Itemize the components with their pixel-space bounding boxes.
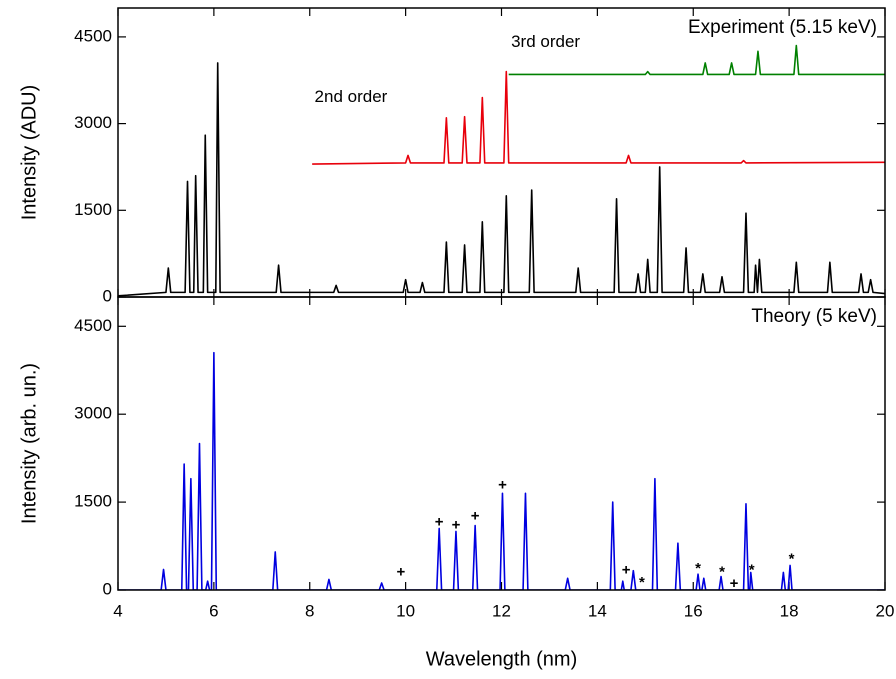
annotation: *	[695, 560, 701, 577]
annotation: +	[396, 563, 405, 580]
x-tick-label: 20	[876, 601, 895, 620]
y-axis-label: Intensity (ADU)	[18, 85, 40, 221]
x-tick-label: 10	[396, 601, 415, 620]
x-tick-label: 6	[209, 601, 218, 620]
panel-title: Theory (5 keV)	[751, 306, 877, 327]
spectrum-line	[118, 351, 885, 590]
annotation: +	[622, 562, 631, 579]
annotation: +	[471, 508, 480, 525]
x-tick-label: 4	[113, 601, 122, 620]
panel-frame	[117, 7, 886, 298]
annotation: +	[730, 575, 739, 592]
x-tick-label: 16	[684, 601, 703, 620]
annotation: 3rd order	[511, 32, 580, 51]
annotation: +	[498, 477, 507, 494]
annotation: *	[749, 562, 755, 579]
spectrum-line	[118, 62, 885, 297]
y-tick-label: 1500	[74, 492, 112, 511]
spectrum-line	[312, 70, 885, 165]
annotation: 2nd order	[315, 87, 388, 106]
spectrum-line	[508, 44, 885, 76]
y-tick-label: 3000	[74, 113, 112, 132]
y-axis-label: Intensity (arb. un.)	[18, 363, 40, 524]
annotation: *	[639, 574, 645, 591]
y-tick-label: 0	[103, 579, 112, 598]
annotation: +	[435, 514, 444, 531]
panel-title: Experiment (5.15 keV)	[688, 17, 877, 38]
y-tick-label: 1500	[74, 200, 112, 219]
x-tick-label: 18	[780, 601, 799, 620]
panel-frame	[117, 296, 886, 591]
y-tick-label: 3000	[74, 404, 112, 423]
x-tick-label: 8	[305, 601, 314, 620]
x-tick-label: 14	[588, 601, 607, 620]
y-tick-label: 4500	[74, 316, 112, 335]
annotation: *	[719, 563, 725, 580]
annotation: +	[452, 517, 461, 534]
annotation: *	[789, 550, 795, 567]
x-axis-label: Wavelength (nm)	[426, 648, 578, 670]
x-tick-label: 12	[492, 601, 511, 620]
y-tick-label: 0	[103, 286, 112, 305]
y-tick-label: 4500	[74, 26, 112, 45]
